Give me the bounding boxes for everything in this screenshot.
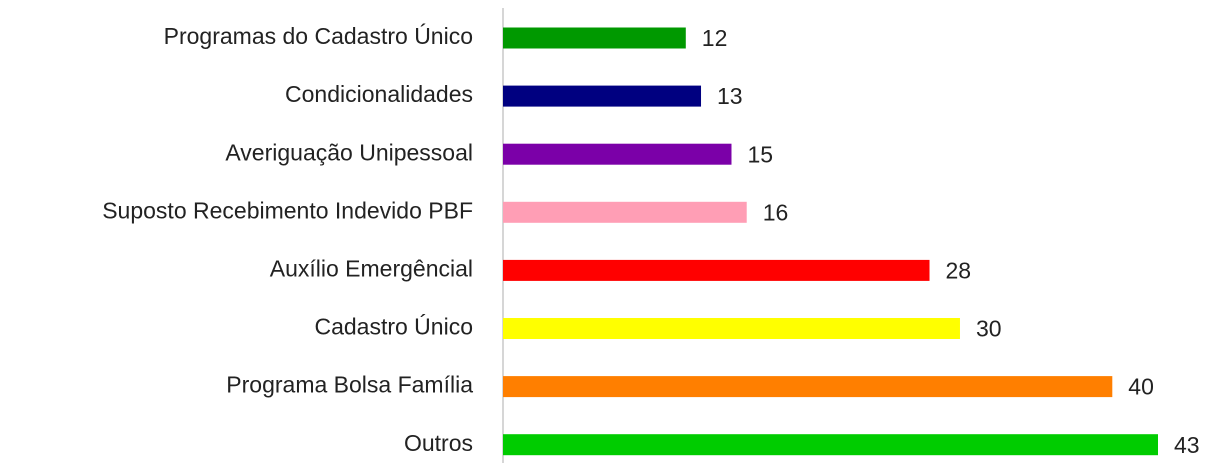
bar [503, 143, 732, 165]
value-label: 43 [1174, 432, 1200, 458]
value-label: 16 [763, 199, 789, 225]
category-label: Outros [404, 430, 473, 456]
bar [503, 434, 1158, 456]
bar [503, 85, 702, 107]
value-label: 30 [976, 316, 1002, 342]
category-label: Cadastro Único [314, 314, 473, 340]
value-label: 28 [946, 257, 972, 283]
value-label: 40 [1128, 374, 1154, 400]
bar [503, 318, 960, 339]
category-label: Averiguação Unipessoal [225, 139, 473, 165]
bar [503, 259, 930, 281]
value-label: 13 [717, 83, 743, 109]
category-label: Suposto Recebimento Indevido PBF [102, 197, 473, 223]
category-label: Auxílio Emergêncial [270, 255, 473, 281]
value-label: 12 [702, 25, 728, 51]
bar [503, 376, 1113, 398]
category-label: Condicionalidades [285, 81, 473, 107]
category-label: Programa Bolsa Família [226, 372, 473, 398]
category-label: Programas do Cadastro Único [164, 23, 473, 49]
value-label: 15 [747, 141, 773, 167]
bar [503, 201, 747, 223]
bar [503, 27, 686, 49]
